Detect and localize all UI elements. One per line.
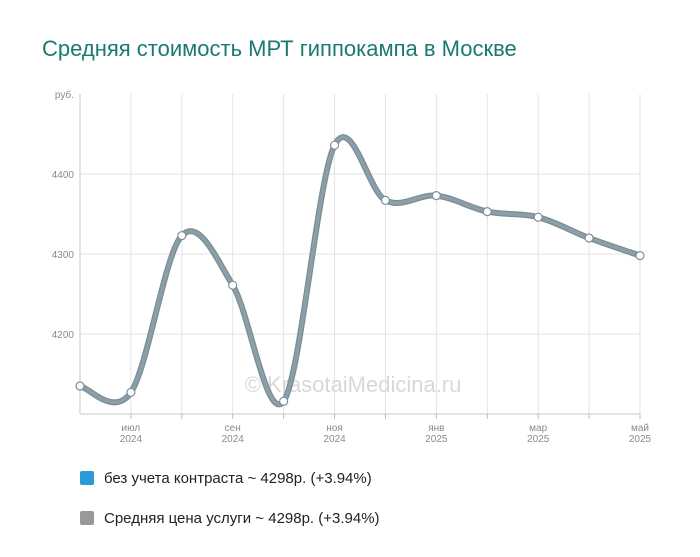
x-tick-month: ноя xyxy=(326,423,343,434)
series-line-shadow xyxy=(77,134,643,408)
price-line-chart: 420043004400руб.июл2024сен2024ноя2024янв… xyxy=(52,89,652,445)
x-tick-year: 2024 xyxy=(120,434,143,445)
x-tick-month: янв xyxy=(428,423,444,434)
data-point xyxy=(380,195,391,205)
legend-label-1: без учета контраста ~ 4298р. (+3.94%) xyxy=(104,469,372,487)
legend-label-2: Средняя цена услуги ~ 4298р. (+3.94%) xyxy=(104,509,380,527)
legend-item-1[interactable]: без учета контраста ~ 4298р. (+3.94%) xyxy=(80,458,380,498)
data-points xyxy=(75,140,645,406)
legend-swatch-1 xyxy=(80,471,94,485)
y-tick-label: 4300 xyxy=(52,250,75,261)
x-tick-month: мар xyxy=(529,423,547,434)
x-tick-year: 2025 xyxy=(527,434,550,445)
data-point xyxy=(635,251,645,261)
x-tick-month: май xyxy=(631,423,649,434)
data-point xyxy=(329,140,340,150)
series-lines xyxy=(77,134,643,408)
x-tick-year: 2025 xyxy=(425,434,448,445)
series-line xyxy=(78,135,642,406)
x-tick-year: 2024 xyxy=(222,434,245,445)
legend-swatch-2 xyxy=(80,511,94,525)
data-point xyxy=(482,207,492,217)
chart-title: Средняя стоимость МРТ гиппокампа в Москв… xyxy=(42,36,517,61)
y-tick-label: 4400 xyxy=(52,170,75,181)
x-tick-month: сен xyxy=(225,423,241,434)
data-point xyxy=(228,280,238,290)
watermark: © KrasotaiMedicina.ru xyxy=(245,372,462,397)
data-point xyxy=(177,231,187,241)
y-tick-label: 4200 xyxy=(52,330,75,341)
data-point xyxy=(533,212,543,222)
axes: 420043004400руб.июл2024сен2024ноя2024янв… xyxy=(52,89,652,445)
legend-item-2[interactable]: Средняя цена услуги ~ 4298р. (+3.94%) xyxy=(80,498,380,538)
x-tick-month: июл xyxy=(122,423,141,434)
data-point xyxy=(126,387,136,397)
data-point xyxy=(584,233,594,243)
data-point xyxy=(431,191,441,201)
legend: без учета контраста ~ 4298р. (+3.94%) Ср… xyxy=(80,458,380,538)
x-tick-year: 2025 xyxy=(629,434,652,445)
data-point xyxy=(75,381,85,391)
y-axis-unit: руб. xyxy=(55,89,74,101)
x-tick-year: 2024 xyxy=(323,434,346,445)
data-point xyxy=(279,396,289,406)
grid-lines xyxy=(80,94,641,414)
